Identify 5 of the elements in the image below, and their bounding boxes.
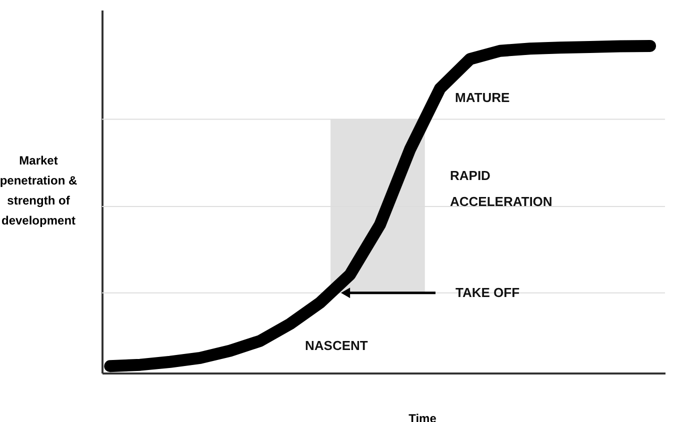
annotation: MATURE <box>455 90 510 105</box>
y-axis-title: Market penetration & strength of development <box>0 154 78 228</box>
annotation: RAPID ACCELERATION <box>450 168 552 209</box>
annotation: NASCENT <box>305 338 368 353</box>
annotation: TAKE OFF <box>456 284 520 300</box>
